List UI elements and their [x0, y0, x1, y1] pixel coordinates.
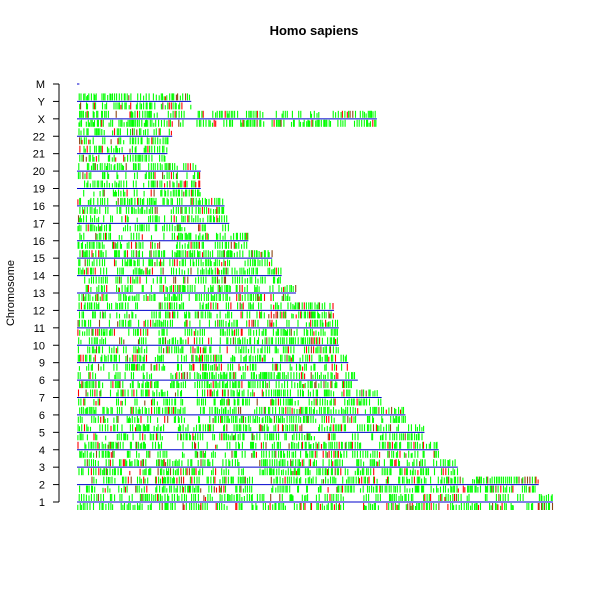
chromosome-4 [77, 441, 439, 458]
chromosome-8 [77, 372, 358, 389]
y-tick-label: 22 [33, 131, 45, 143]
y-tick-label: X [38, 114, 46, 126]
y-tick-label: 16 [33, 201, 45, 213]
chromosome-13 [77, 285, 297, 301]
y-tick-label: 5 [39, 427, 45, 439]
chromosome-2 [77, 476, 539, 493]
chromosome-5 [77, 424, 425, 441]
y-axis-label: Chromosome [5, 260, 17, 326]
chromosome-14 [77, 267, 282, 284]
chart-title: Homo sapiens [270, 23, 359, 38]
chromosome-X [77, 110, 377, 127]
y-tick-label: 16 [33, 236, 45, 248]
y-tick-label: 3 [39, 462, 45, 474]
plot-area [77, 83, 554, 510]
y-tick-label: 4 [39, 445, 45, 457]
chromosome-10 [77, 337, 339, 354]
y-tick-label: 15 [33, 253, 45, 265]
chromosome-Y [77, 93, 192, 110]
y-tick-label: 6 [39, 375, 45, 387]
y-tick-label: 14 [33, 271, 45, 283]
chromosome-22 [77, 128, 173, 145]
y-tick-label: 10 [33, 340, 45, 352]
chromosome-6 [77, 406, 406, 423]
chromosome-12 [77, 302, 335, 319]
y-tick-label: M [36, 79, 45, 91]
chromosome-11 [77, 319, 339, 336]
y-tick-label: 11 [34, 323, 45, 335]
y-tick-label: 1 [39, 497, 45, 509]
y-tick-label: 2 [39, 480, 45, 492]
chromosome-15 [77, 250, 273, 267]
chromosome-20 [77, 163, 201, 180]
chromosome-16 [77, 232, 249, 249]
chromosome-3 [77, 459, 459, 476]
chromosome-21 [77, 145, 168, 162]
chromosome-17 [77, 215, 230, 232]
y-tick-label: 20 [33, 166, 45, 178]
chromosome-9 [77, 354, 349, 371]
y-tick-label: Y [38, 96, 46, 108]
y-tick-label: 17 [33, 218, 45, 230]
chromosome-18 [77, 197, 225, 214]
chromosome-7 [77, 389, 382, 406]
y-tick-label: 12 [33, 305, 45, 317]
y-tick-label: 19 [33, 184, 45, 196]
y-tick-label: 9 [39, 358, 45, 370]
chromosome-1 [77, 494, 554, 510]
y-tick-label: 7 [39, 393, 45, 405]
y-tick-label: 13 [33, 288, 45, 300]
y-tick-label: 21 [33, 149, 45, 161]
chromosome-19 [77, 180, 201, 197]
y-tick-label: 6 [39, 410, 45, 422]
